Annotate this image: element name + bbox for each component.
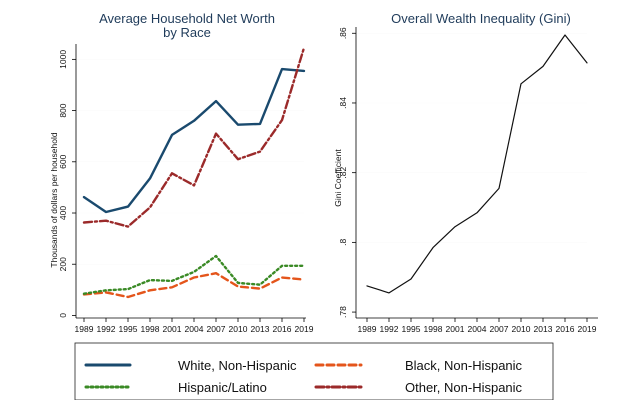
- left-chart-x-tick-label: 2016: [273, 324, 292, 334]
- left-chart-y-tick-label: 600: [58, 154, 68, 168]
- right-chart-title: Overall Wealth Inequality (Gini): [391, 11, 571, 26]
- right-chart-series-line-gini: [366, 34, 588, 294]
- left-chart-series-line-hispanic: [82, 254, 306, 295]
- left-chart-y-tick-label: 800: [58, 103, 68, 117]
- right-chart-x-tick-label: 2016: [556, 324, 575, 334]
- right-chart-x-tick-label: 2010: [512, 324, 531, 334]
- left-chart-series-line-other: [82, 46, 306, 228]
- right-chart-y-tick-label: .82: [338, 166, 348, 178]
- right-chart-y-tick-label: .78: [338, 306, 348, 318]
- left-chart-series-line-white: [82, 67, 306, 214]
- right-chart-x-tick-label: 2013: [534, 324, 553, 334]
- right-chart-x-tick-label: 1989: [358, 324, 377, 334]
- left-chart-x-tick-label: 1998: [141, 324, 160, 334]
- left-chart-x-tick-label: 2007: [207, 324, 226, 334]
- left-chart-y-axis-label: Thousands of dollars per household: [49, 132, 59, 267]
- left-chart-x-tick-label: 2004: [185, 324, 204, 334]
- right-chart-series: [366, 34, 588, 294]
- left-chart-y-tick-label: 0: [58, 313, 68, 318]
- right-chart-grid: [356, 33, 587, 313]
- legend-label-black: Black, Non-Hispanic: [405, 358, 523, 373]
- legend: White, Non-Hispanic Black, Non-Hispanic …: [74, 342, 554, 400]
- left-chart-x-tick-label: 1995: [119, 324, 138, 334]
- left-chart-x-ticks: 1989 1992 1995 1998 2001 2004 2007 2010 2013 2016…: [75, 318, 314, 334]
- left-chart-x-tick-label: 2010: [229, 324, 248, 334]
- right-chart-x-tick-label: 1995: [402, 324, 421, 334]
- right-chart-x-tick-label: 2001: [446, 324, 465, 334]
- legend-box: [74, 342, 554, 400]
- legend-label-other: Other, Non-Hispanic: [405, 380, 523, 395]
- left-chart-x-tick-label: 2001: [163, 324, 182, 334]
- left-chart-grid: [76, 59, 304, 316]
- right-chart-y-ticks: .78 .8 .82 .84 .86: [338, 27, 356, 318]
- left-chart-x-tick-label: 1992: [97, 324, 116, 334]
- right-chart-y-tick-label: .86: [338, 27, 348, 39]
- right-chart-x-tick-label: 1992: [380, 324, 399, 334]
- right-chart-x-tick-label: 1998: [424, 324, 443, 334]
- left-chart-y-tick-label: 400: [58, 206, 68, 220]
- right-chart-y-tick-label: .84: [338, 97, 348, 109]
- left-chart-series-line-black: [82, 272, 306, 299]
- left-chart-x-tick-label: 2019: [295, 324, 314, 334]
- legend-label-white: White, Non-Hispanic: [178, 358, 297, 373]
- right-chart-x-tick-label: 2019: [578, 324, 597, 334]
- left-chart-x-tick-label: 1989: [75, 324, 94, 334]
- right-chart-y-axis-label: Gini Coefficient: [333, 149, 343, 207]
- right-chart-y-tick-label: .8: [338, 239, 348, 246]
- left-chart-title-line-2: by Race: [163, 25, 211, 40]
- left-chart-series: [82, 46, 306, 299]
- left-chart-x-tick-label: 2013: [251, 324, 270, 334]
- left-chart-y-ticks: 0 200 400 600 800 1000: [58, 50, 76, 318]
- left-chart-y-tick-label: 1000: [58, 50, 68, 69]
- left-chart-y-tick-label: 200: [58, 257, 68, 271]
- legend-label-hispanic: Hispanic/Latino: [178, 380, 267, 395]
- right-chart-x-tick-label: 2007: [490, 324, 509, 334]
- right-chart-x-tick-label: 2004: [468, 324, 487, 334]
- left-chart-title-line-1: Average Household Net Worth: [99, 11, 275, 26]
- right-chart-x-ticks: 1989 1992 1995 1998 2001 2004 2007 2010 2013 2016…: [358, 318, 597, 334]
